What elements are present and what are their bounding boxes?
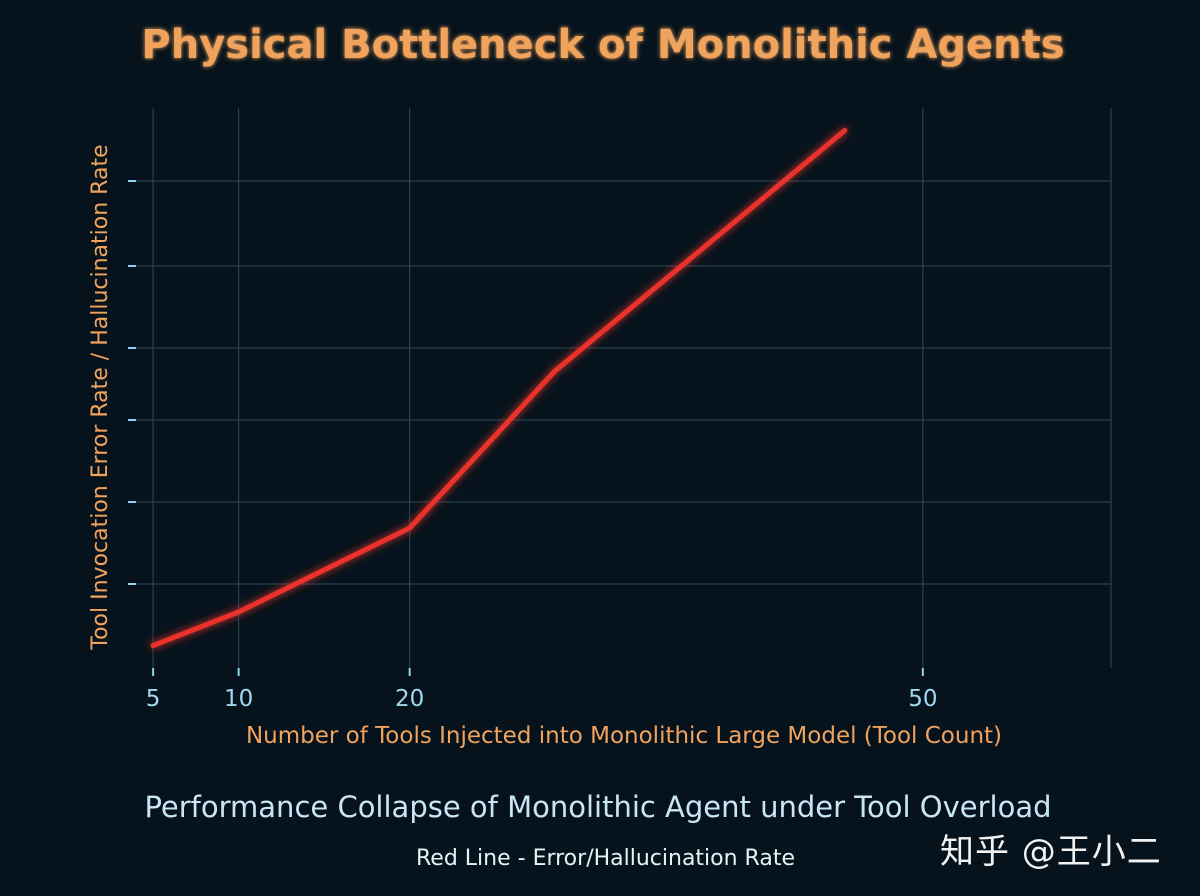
chart-subtitle: Performance Collapse of Monolithic Agent… [144,790,1051,824]
y-axis-label: Tool Invocation Error Rate / Hallucinati… [88,144,113,650]
axes [128,108,1111,676]
x-tick-label: 20 [395,686,424,712]
series-line-error-rate [150,127,848,649]
grid [136,108,1112,668]
watermark: 知乎 @王小二 [940,832,1162,872]
legend: Red Line - Error/Hallucination Rate [366,846,795,871]
chart-title: Physical Bottleneck of Monolithic Agents [141,22,1064,68]
series-layer [150,127,848,649]
x-tick-label: 5 [146,686,161,712]
x-tick-label: 10 [224,686,253,712]
x-tick-label: 50 [908,686,937,712]
x-tick-labels: 5 10 20 50 [146,686,938,712]
x-axis-label: Number of Tools Injected into Monolithic… [246,723,1002,749]
legend-entry: Red Line - Error/Hallucination Rate [416,846,795,871]
